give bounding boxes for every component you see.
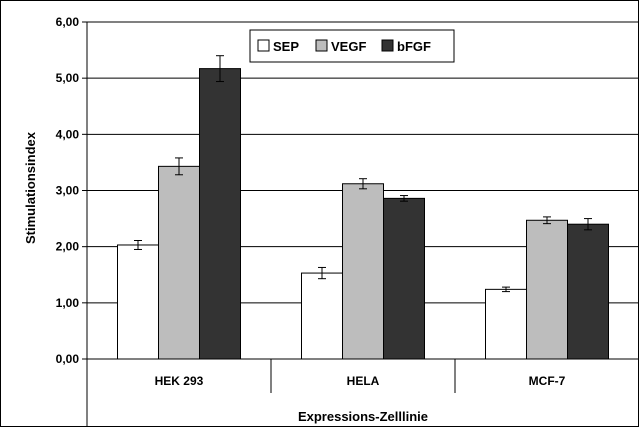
legend-label-sep: SEP [273,39,299,54]
x-category-label: HEK 293 [155,374,204,388]
axes [82,21,639,427]
y-tick-labels: 0,00 1,00 2,00 3,00 4,00 5,00 6,00 [56,15,80,366]
y-tick-label: 2,00 [56,240,80,254]
x-category-label: MCF-7 [529,374,566,388]
y-tick-label: 5,00 [56,71,80,85]
legend-label-vegf: VEGF [331,39,366,54]
legend-box [249,29,455,63]
legend-swatch-sep [257,39,270,52]
legend-swatch-bfgf [381,39,394,52]
x-category-label: HELA [347,374,380,388]
x-category-labels: HEK 293 HELA MCF-7 [155,374,566,388]
bar-bfgf-mcf-7 [567,223,609,360]
bar-bfgf-hek-293 [199,68,241,360]
x-axis-title: Expressions-Zelllinie [298,409,428,424]
y-tick-label: 6,00 [56,15,80,29]
bar-vegf-hela [342,183,384,360]
y-tick-label: 3,00 [56,184,80,198]
error-bars [134,55,592,293]
bar-sep-hek-293 [117,244,159,360]
legend: SEP VEGF bFGF [249,29,455,63]
bar-sep-hela [301,272,343,360]
legend-label-bfgf: bFGF [397,39,431,54]
y-tick-label: 4,00 [56,127,80,141]
y-tick-label: 0,00 [56,352,80,366]
legend-swatch-vegf [315,39,328,52]
bar-vegf-mcf-7 [526,219,568,360]
y-axis-title: Stimulationsindex [23,131,38,244]
bar-bfgf-hela [383,197,425,360]
bar-vegf-hek-293 [158,165,200,360]
y-tick-label: 1,00 [56,296,80,310]
bar-sep-mcf-7 [485,288,527,360]
